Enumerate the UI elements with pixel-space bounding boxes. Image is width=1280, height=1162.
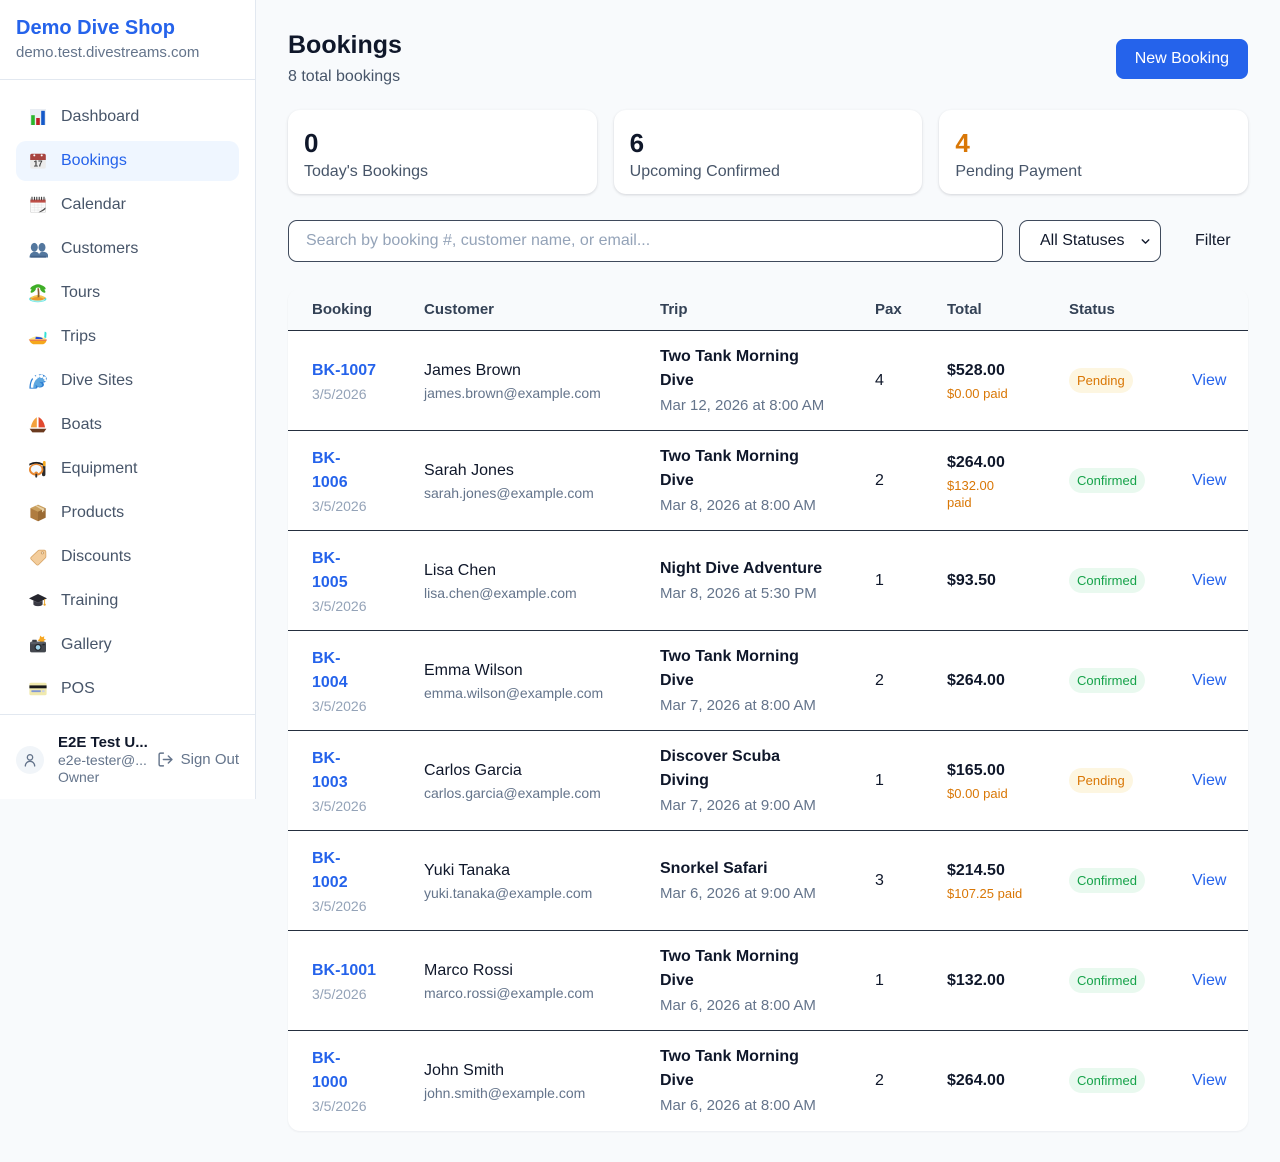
svg-text:17: 17 bbox=[33, 160, 43, 169]
